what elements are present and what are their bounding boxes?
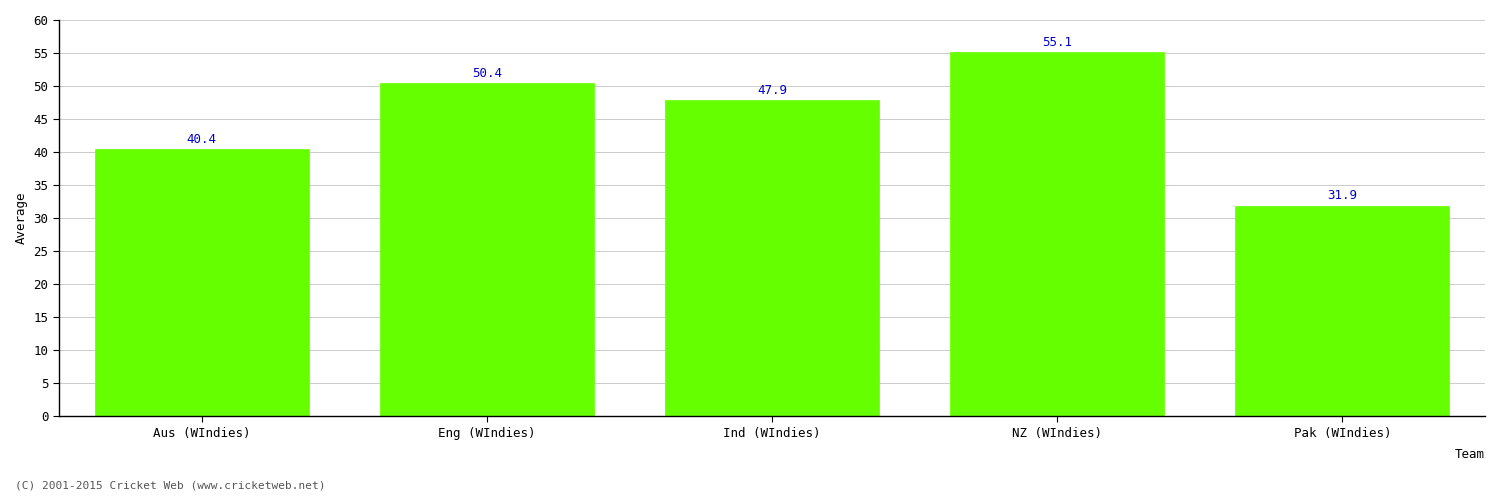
Text: 31.9: 31.9: [1328, 190, 1358, 202]
Text: 50.4: 50.4: [472, 67, 502, 80]
Y-axis label: Average: Average: [15, 192, 28, 244]
Text: (C) 2001-2015 Cricket Web (www.cricketweb.net): (C) 2001-2015 Cricket Web (www.cricketwe…: [15, 480, 326, 490]
Text: Team: Team: [1455, 448, 1485, 461]
Bar: [380, 84, 594, 416]
Text: 40.4: 40.4: [186, 133, 216, 146]
Text: 55.1: 55.1: [1042, 36, 1072, 49]
Bar: [94, 150, 309, 416]
Bar: [664, 100, 879, 416]
Bar: [1236, 206, 1449, 416]
Text: 47.9: 47.9: [758, 84, 788, 96]
Bar: [950, 52, 1164, 416]
